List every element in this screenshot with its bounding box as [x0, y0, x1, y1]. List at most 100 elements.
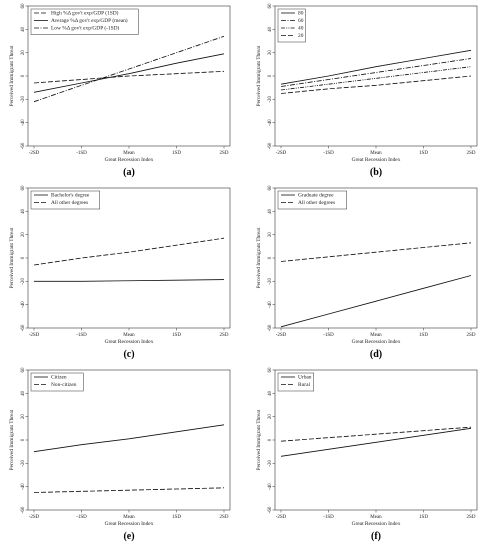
x-tick-label: 2SD [220, 515, 229, 520]
series-line [280, 49, 472, 85]
x-tick-label: Mean [370, 333, 382, 338]
legend-entry: High %Δ gov't exp/GDP (1SD) [51, 10, 119, 17]
x-tick-label: Mean [370, 151, 382, 156]
y-tick-label: 40 [268, 26, 273, 32]
x-axis-label: Great Recession Index [105, 521, 154, 527]
legend-entry: All other degrees [51, 200, 88, 206]
x-tick-label: 1SD [419, 333, 428, 338]
x-axis-label: Great Recession Index [352, 521, 401, 527]
series-line [280, 66, 472, 91]
y-tick-label: -40 [268, 301, 273, 308]
y-tick-label: 20 [21, 50, 26, 56]
x-tick-label: 1SD [172, 333, 181, 338]
y-tick-label: -40 [21, 483, 26, 490]
y-tick-label: 60 [21, 185, 26, 191]
y-tick-label: -20 [268, 96, 273, 103]
panel-label: (b) [370, 167, 382, 178]
x-tick-label: Mean [123, 333, 135, 338]
panel-label: (a) [123, 167, 135, 178]
y-tick-label: 40 [21, 26, 26, 32]
y-axis-label: Perceived Immigrant Threat [9, 227, 15, 288]
x-axis-label: Great Recession Index [105, 157, 154, 163]
legend-box [277, 190, 347, 210]
x-axis-label: Great Recession Index [352, 339, 401, 345]
legend-entry: Non-citizen [51, 382, 77, 388]
legend-entry: Bachelor's degree [51, 193, 90, 199]
y-tick-label: -20 [21, 460, 26, 467]
legend-box [30, 8, 139, 35]
y-tick-label: 0 [268, 438, 273, 441]
y-tick-label: -20 [268, 278, 273, 285]
x-tick-label: 1SD [419, 515, 428, 520]
x-tick-label: -1SD [76, 333, 87, 338]
y-axis-label: Perceived Immigrant Threat [256, 409, 262, 470]
y-tick-label: 0 [21, 74, 26, 77]
y-tick-label: 20 [268, 414, 273, 420]
x-tick-label: -2SD [29, 515, 40, 520]
series-line [34, 279, 225, 282]
legend-entry: 20 [298, 33, 304, 39]
panel-4: 60 40 20 0 -20 -40 -60-2SD -1SD Mean 1SD 2SD Great … [256, 185, 478, 360]
y-tick-label: -20 [268, 460, 273, 467]
legend-entry: Graduate degree [298, 193, 334, 199]
panel-label: (e) [123, 531, 134, 542]
y-tick-label: 20 [268, 50, 273, 56]
y-tick-label: 20 [21, 232, 26, 238]
y-tick-label: -20 [21, 96, 26, 103]
legend-entry: Low %Δ gov't exp/GDP (-1SD) [51, 25, 120, 32]
legend-box [277, 372, 314, 392]
y-tick-label: -60 [21, 506, 26, 513]
y-tick-label: 0 [268, 74, 273, 77]
x-tick-label: 2SD [220, 151, 229, 156]
x-axis-label: Great Recession Index [105, 339, 154, 345]
y-tick-label: 0 [268, 256, 273, 259]
panel-1: 60 40 20 0 -20 -40 -60-2SD -1SD Mean 1SD 2SD Great … [9, 3, 231, 178]
y-tick-label: 0 [21, 438, 26, 441]
x-tick-label: 1SD [172, 151, 181, 156]
series-line [33, 70, 225, 84]
x-tick-label: -2SD [29, 333, 40, 338]
y-tick-label: 60 [268, 367, 273, 373]
y-tick-label: -40 [268, 119, 273, 126]
x-tick-label: -2SD [29, 151, 40, 156]
x-tick-label: -2SD [276, 515, 287, 520]
x-tick-label: -1SD [323, 151, 334, 156]
series-line [280, 242, 472, 262]
y-tick-label: -60 [268, 142, 273, 149]
y-axis-label: Perceived Immigrant Threat [256, 227, 262, 288]
y-tick-label: -20 [21, 278, 26, 285]
x-tick-label: Mean [370, 515, 382, 520]
x-tick-label: -1SD [76, 515, 87, 520]
y-tick-label: 40 [21, 390, 26, 396]
series-line [280, 426, 472, 442]
x-tick-label: 1SD [419, 151, 428, 156]
panel-label: (d) [370, 349, 382, 360]
y-tick-label: -60 [21, 142, 26, 149]
x-axis-label: Great Recession Index [352, 157, 401, 163]
y-axis-label: Perceived Immigrant Threat [256, 45, 262, 106]
y-tick-label: 20 [21, 414, 26, 420]
series-line [33, 487, 225, 493]
y-tick-label: -60 [268, 324, 273, 331]
series-line [280, 427, 472, 457]
y-tick-label: 40 [21, 208, 26, 214]
x-tick-label: -1SD [323, 515, 334, 520]
y-tick-label: 20 [268, 232, 273, 238]
y-tick-label: 60 [268, 185, 273, 191]
series-line [33, 35, 225, 103]
y-axis-label: Perceived Immigrant Threat [9, 409, 15, 470]
x-tick-label: 2SD [467, 333, 476, 338]
panel-3: 60 40 20 0 -20 -40 -60-2SD -1SD Mean 1SD 2SD Great … [9, 185, 231, 360]
x-tick-label: 2SD [467, 515, 476, 520]
series-line [280, 275, 472, 328]
y-tick-label: -40 [21, 119, 26, 126]
series-line [33, 53, 225, 93]
x-tick-label: -2SD [276, 333, 287, 338]
x-tick-label: Mean [123, 151, 135, 156]
x-tick-label: 2SD [467, 151, 476, 156]
x-tick-label: -1SD [323, 333, 334, 338]
y-tick-label: 60 [21, 3, 26, 9]
x-tick-label: 2SD [220, 333, 229, 338]
